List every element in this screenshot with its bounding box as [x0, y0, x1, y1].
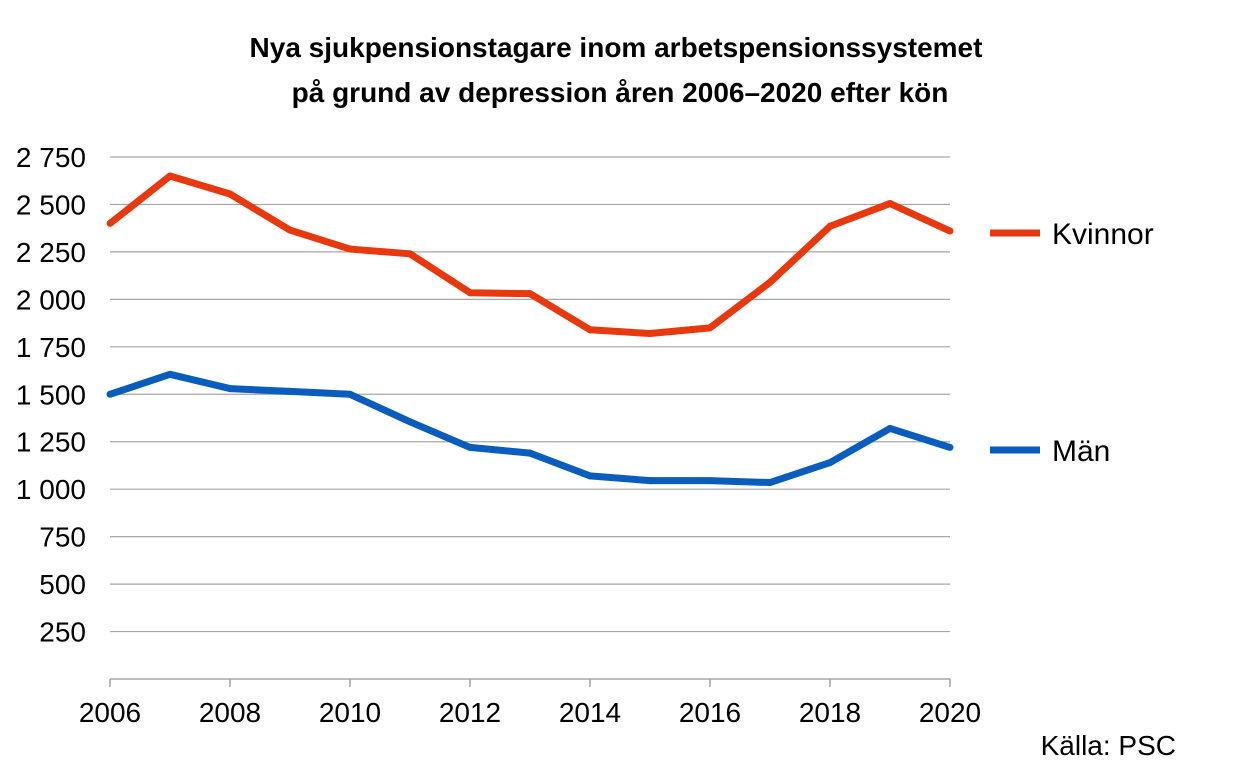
y-tick-label: 2 000: [16, 284, 86, 315]
x-axis: 2006 2008 2010 2012 2014 2016 2018 2020: [79, 678, 981, 728]
data-point: [466, 443, 474, 451]
y-tick-label: 2 500: [16, 189, 86, 220]
data-point: [826, 459, 834, 467]
x-tick-label: 2016: [679, 697, 741, 728]
x-tick-label: 2006: [79, 697, 141, 728]
gridlines: [110, 156, 950, 633]
data-point: [646, 330, 654, 338]
x-tick-label: 2012: [439, 697, 501, 728]
data-point: [286, 387, 294, 395]
data-point: [166, 370, 174, 378]
data-point: [826, 222, 834, 230]
data-point: [706, 324, 714, 332]
x-tick-label: 2014: [559, 697, 621, 728]
data-point: [106, 219, 114, 227]
y-tick-label: 1 500: [16, 379, 86, 410]
legend: Kvinnor Män: [990, 218, 1154, 468]
data-point: [646, 477, 654, 485]
data-point: [106, 390, 114, 398]
data-point: [886, 424, 894, 432]
data-point: [706, 477, 714, 485]
x-tick-label: 2008: [199, 697, 261, 728]
data-point: [226, 385, 234, 393]
legend-label: Män: [1052, 435, 1110, 468]
data-point: [586, 472, 594, 480]
data-point: [946, 227, 954, 235]
data-point: [286, 226, 294, 234]
data-point: [346, 245, 354, 253]
source-note: Källa: PSC: [1041, 730, 1176, 761]
x-tick-label: 2018: [799, 697, 861, 728]
y-tick-label: 2 750: [16, 142, 86, 173]
y-axis-ticks: 250 500 750 1 000 1 250 1 500 1 750 2 000 2 250 2…: [16, 142, 86, 648]
data-point: [226, 190, 234, 198]
data-point: [526, 290, 534, 298]
data-point: [466, 289, 474, 297]
series-line-1: [108, 370, 952, 487]
data-point: [406, 418, 414, 426]
x-tick-label: 2020: [919, 697, 981, 728]
data-point: [886, 200, 894, 208]
y-tick-label: 500: [39, 569, 86, 600]
y-tick-label: 2 250: [16, 237, 86, 268]
y-tick-label: 1 000: [16, 474, 86, 505]
data-point: [766, 479, 774, 487]
data-point: [346, 390, 354, 398]
y-tick-label: 250: [39, 617, 86, 648]
data-point: [946, 443, 954, 451]
y-tick-label: 1 750: [16, 332, 86, 363]
legend-label: Kvinnor: [1052, 218, 1154, 251]
data-point: [526, 449, 534, 457]
chart-subtitle: på grund av depression åren 2006–2020 ef…: [292, 77, 949, 108]
y-tick-label: 1 250: [16, 427, 86, 458]
y-tick-label: 750: [39, 522, 86, 553]
data-point: [766, 278, 774, 286]
data-point: [586, 326, 594, 334]
chart-title: Nya sjukpensionstagare inom arbetspensio…: [250, 32, 983, 63]
series-lines: [106, 172, 954, 487]
series-line-0: [107, 172, 952, 338]
x-tick-label: 2010: [319, 697, 381, 728]
data-point: [166, 172, 174, 180]
data-point: [406, 250, 414, 258]
